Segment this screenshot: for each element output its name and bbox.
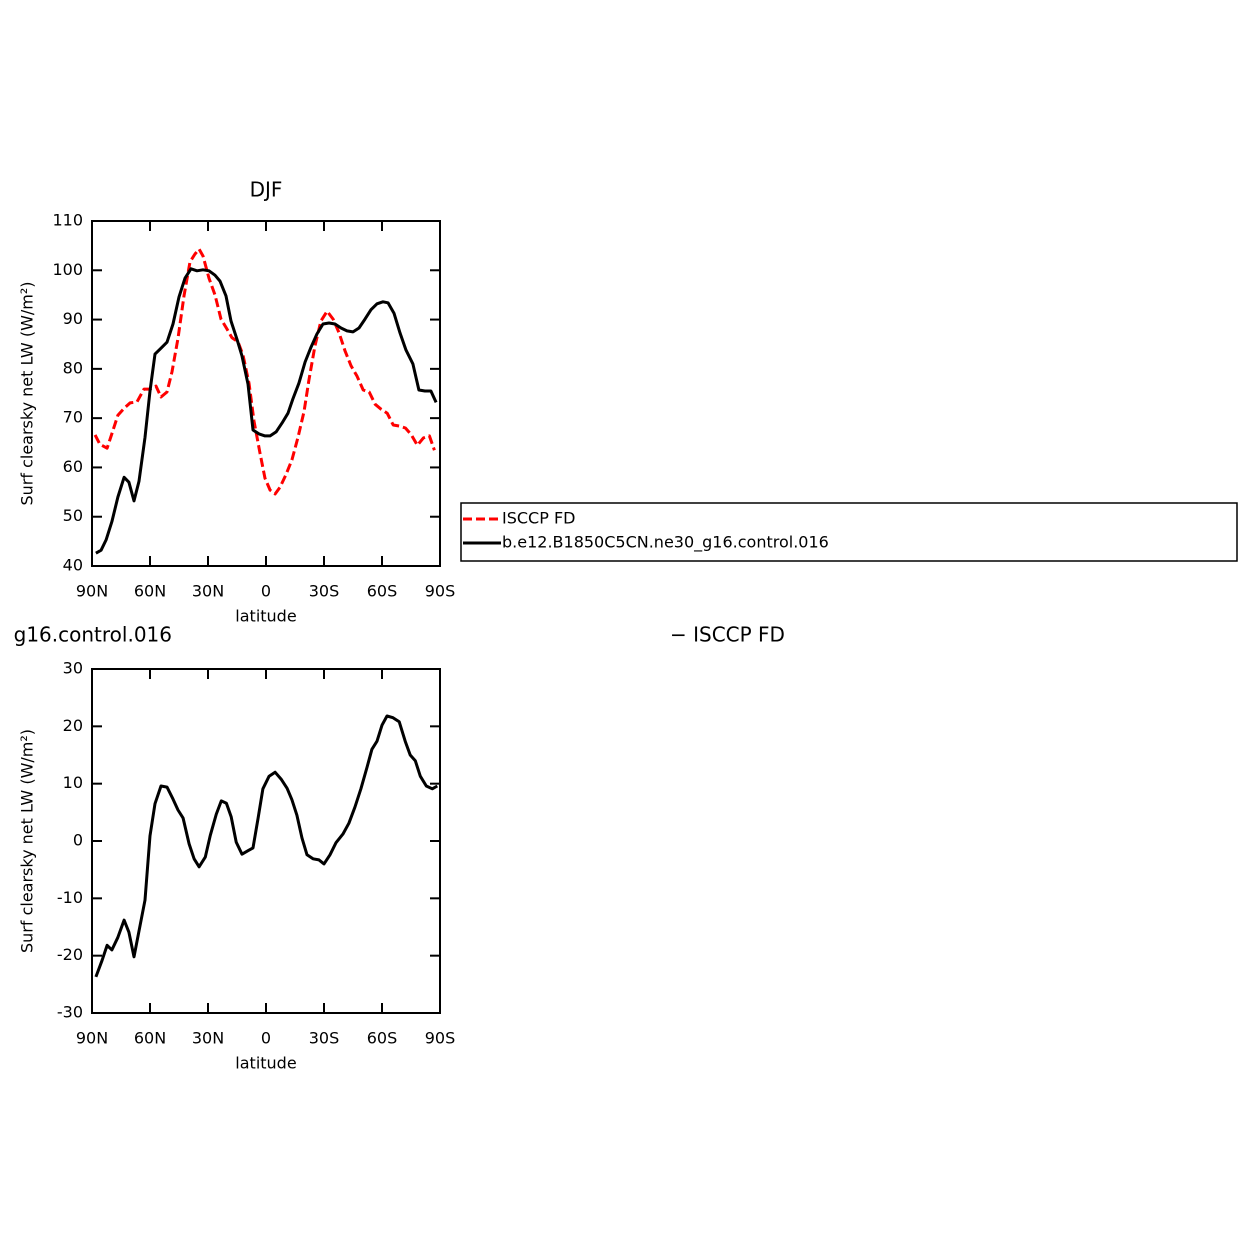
plot-frame <box>91 220 441 567</box>
x-tick-label: 0 <box>261 1029 271 1048</box>
x-tick-label: 30S <box>309 1029 340 1048</box>
data-line <box>95 267 438 555</box>
y-tick-label: 30 <box>63 659 83 678</box>
x-tick-label: 90N <box>76 582 108 601</box>
y-tick-label: 100 <box>52 260 83 279</box>
y-axis-label: Surf clearsky net LW (W/m²) <box>18 729 37 953</box>
x-tick-label: 60N <box>134 1029 166 1048</box>
x-tick-label: 30N <box>192 1029 224 1048</box>
chart-title: DJF <box>250 178 283 202</box>
y-tick-label: 90 <box>63 309 83 328</box>
y-tick-label: 110 <box>52 211 83 230</box>
chart-title: − ISCCP FD <box>670 623 785 647</box>
legend-label: ISCCP FD <box>502 509 575 528</box>
y-tick-label: 0 <box>73 831 83 850</box>
x-axis-label: latitude <box>235 607 296 626</box>
y-tick-label: 20 <box>63 716 83 735</box>
y-tick-label: 40 <box>63 556 83 575</box>
y-tick-label: -30 <box>57 1003 83 1022</box>
x-tick-label: 90S <box>425 1029 456 1048</box>
y-tick-label: 60 <box>63 457 83 476</box>
x-tick-label: 30N <box>192 582 224 601</box>
y-tick-label: 50 <box>63 506 83 525</box>
x-tick-label: 60S <box>367 582 398 601</box>
legend-box <box>460 502 1238 562</box>
legend-label: b.e12.B1850C5CN.ne30_g16.control.016 <box>502 533 829 553</box>
x-tick-label: 90N <box>76 1029 108 1048</box>
y-axis-label: Surf clearsky net LW (W/m²) <box>18 281 37 505</box>
x-tick-label: 90S <box>425 582 456 601</box>
data-line <box>93 247 436 496</box>
x-tick-label: 60S <box>367 1029 398 1048</box>
x-tick-label: 60N <box>134 582 166 601</box>
y-tick-label: 10 <box>63 773 83 792</box>
chart-title: g16.control.016 <box>14 623 172 647</box>
y-tick-label: 80 <box>63 358 83 377</box>
y-tick-label: -10 <box>57 888 83 907</box>
x-axis-label: latitude <box>235 1054 296 1073</box>
x-tick-label: 30S <box>309 582 340 601</box>
data-line <box>94 714 439 978</box>
x-tick-label: 0 <box>261 582 271 601</box>
y-tick-label: 70 <box>63 408 83 427</box>
plot-frame <box>91 668 441 1014</box>
y-tick-label: -20 <box>57 945 83 964</box>
